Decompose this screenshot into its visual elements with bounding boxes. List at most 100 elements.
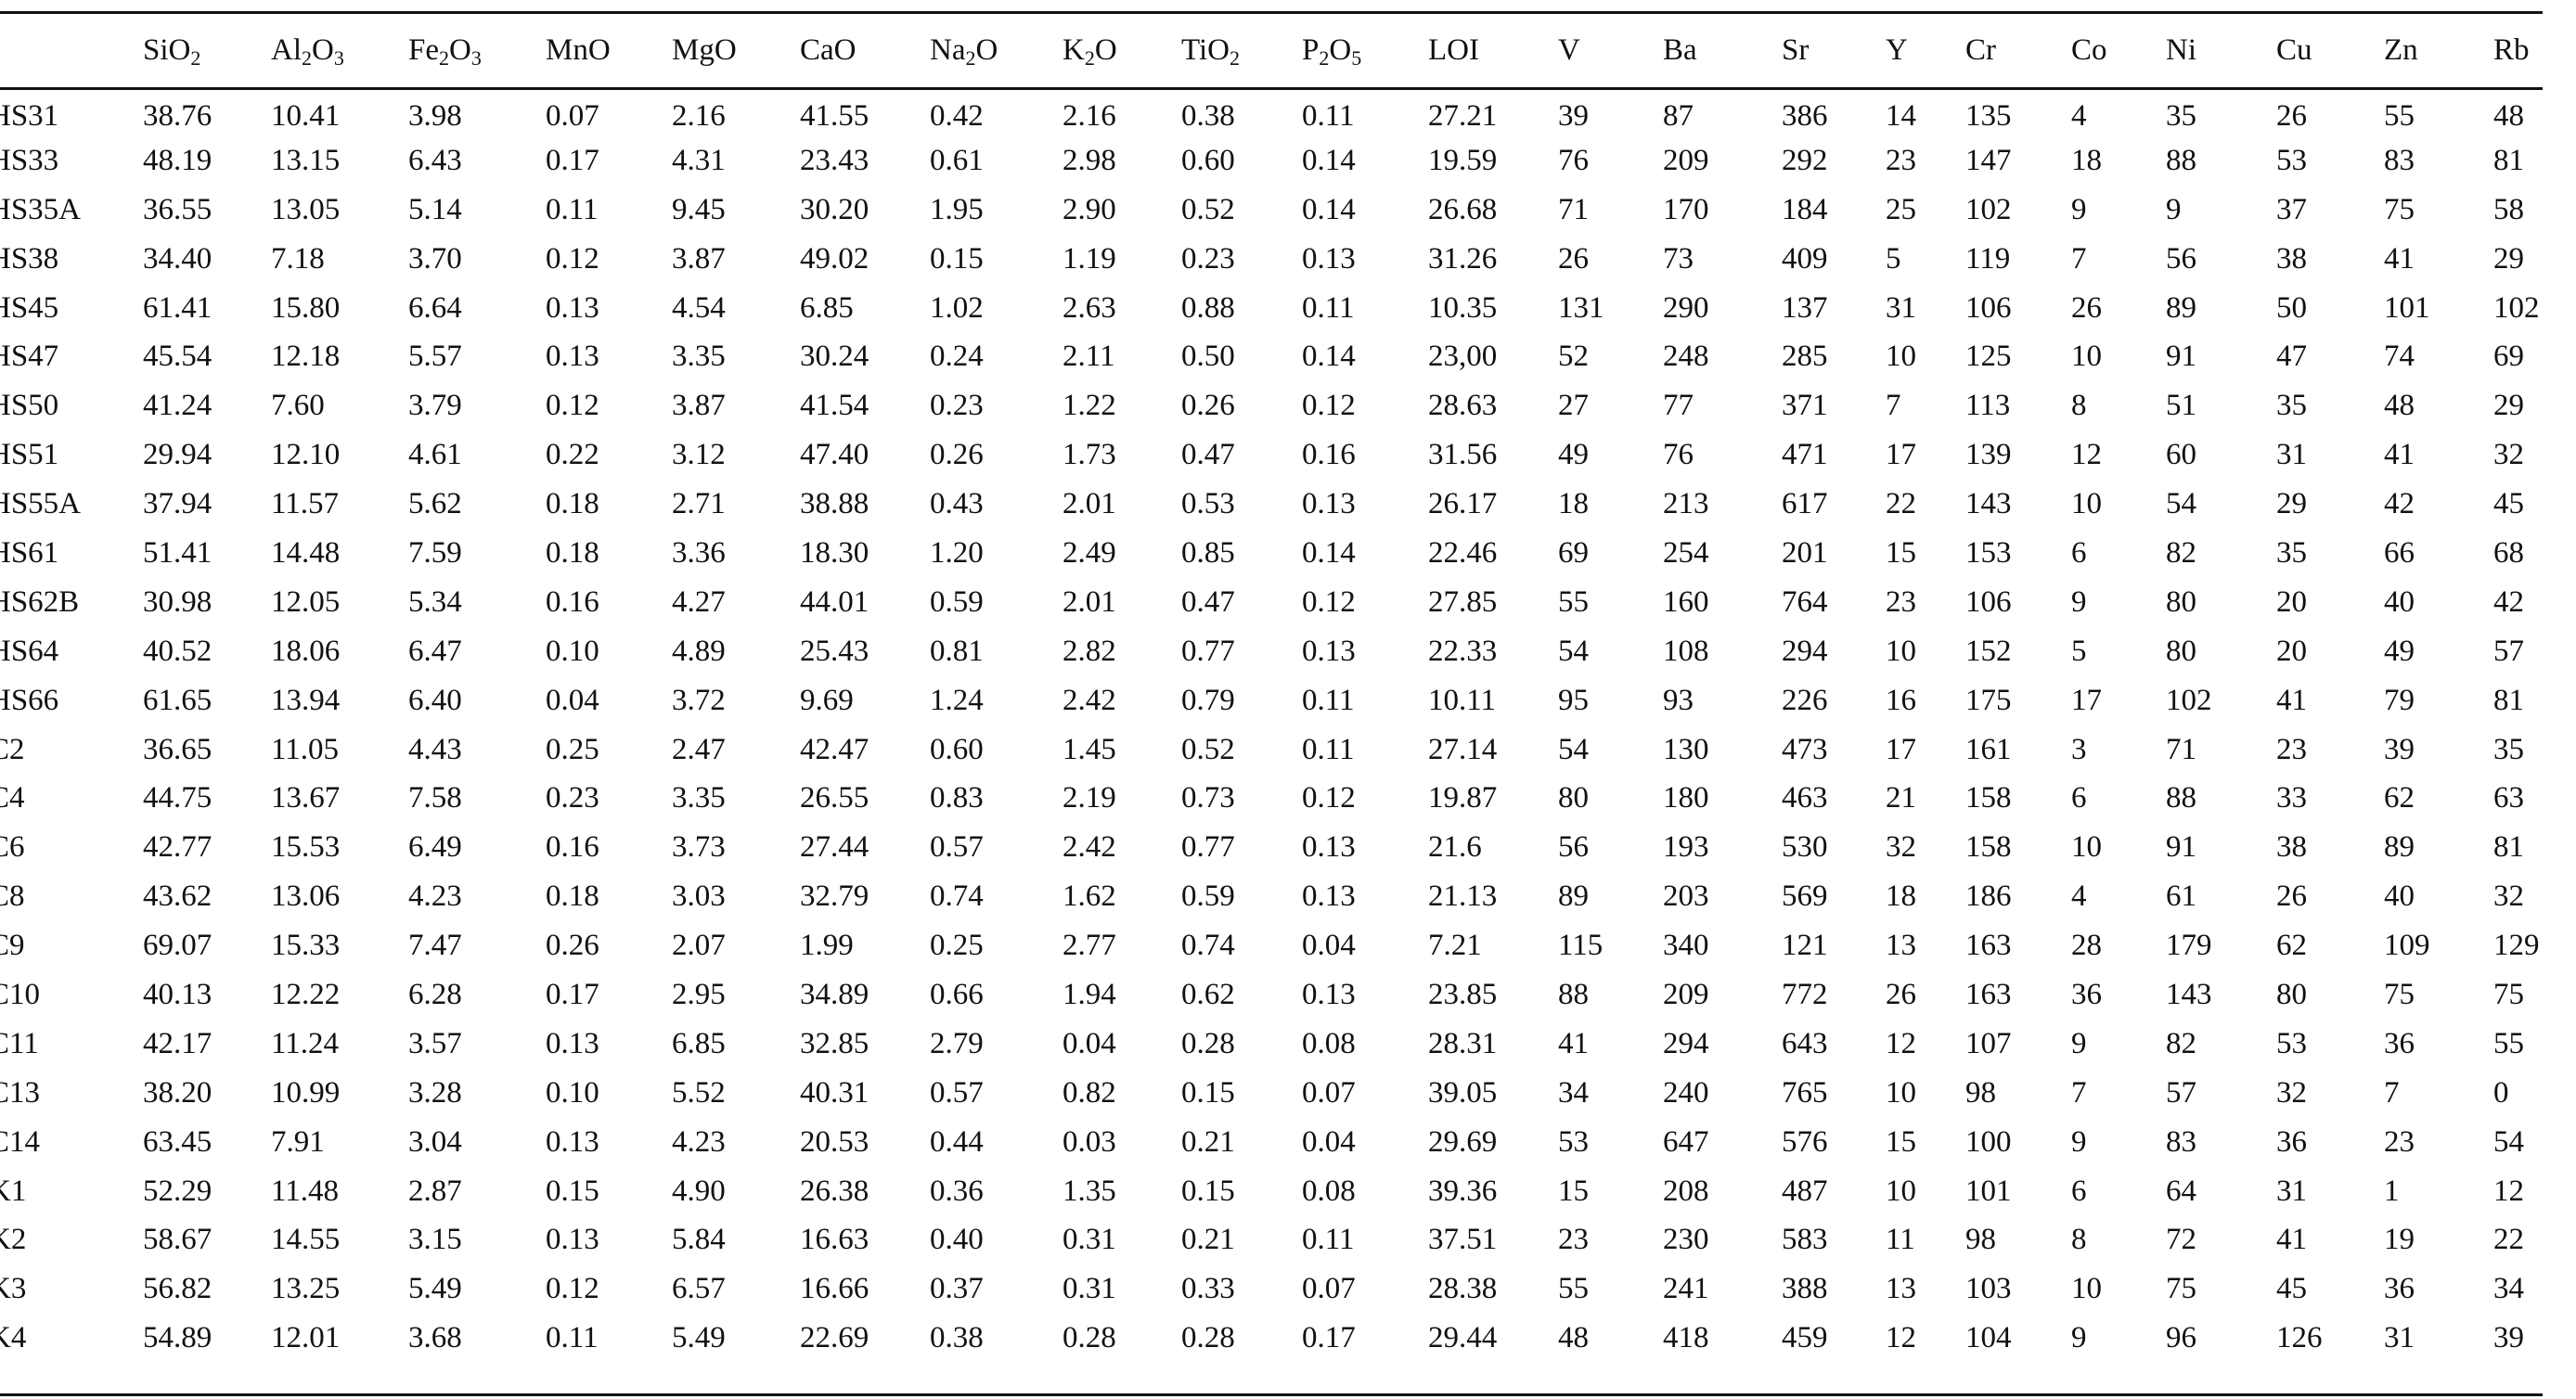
value-cell-cu: 31	[2276, 438, 2307, 472]
value-cell-mno: 0.11	[546, 192, 599, 226]
value-cell-al2o3: 14.55	[271, 1223, 341, 1257]
value-cell-ni: 83	[2166, 1124, 2196, 1159]
sample-id-cell: C13	[0, 1075, 41, 1110]
value-cell-zn: 83	[2384, 143, 2415, 177]
value-cell-na2o: 0.15	[930, 241, 984, 276]
value-cell-v: 26	[1558, 241, 1589, 276]
value-cell-zn: 41	[2384, 241, 2415, 276]
value-cell-cao: 41.54	[800, 389, 869, 423]
value-cell-co: 9	[2071, 584, 2087, 619]
value-cell-mgo: 3.03	[672, 879, 726, 914]
value-cell-fe2o3: 7.58	[408, 781, 462, 815]
value-cell-cr: 104	[1965, 1321, 2012, 1355]
sample-id-cell: HS61	[0, 535, 59, 570]
table-row: HS35A 36.55 13.05 5.14 0.11 9.45 30.20 1.95 2.90…	[0, 186, 2543, 235]
table-body: HS31 38.76 10.41 3.98 0.07 2.16 41.55 0.42 2.16 0…	[0, 87, 2543, 1363]
value-cell-loi: 27.85	[1428, 584, 1498, 619]
table-row: HS47 45.54 12.18 5.57 0.13 3.35 30.24 0.24 2.11 0…	[0, 332, 2543, 381]
value-cell-rb: 58	[2493, 192, 2524, 226]
value-cell-co: 10	[2071, 1272, 2102, 1306]
value-cell-rb: 39	[2493, 1321, 2524, 1355]
value-cell-mno: 0.13	[546, 1026, 599, 1060]
value-cell-y: 17	[1886, 732, 1916, 766]
table-row: C2 36.65 11.05 4.43 0.25 2.47 42.47 0.60 1.45 0.5…	[0, 725, 2543, 775]
sample-id-cell: K3	[0, 1272, 27, 1306]
value-cell-mno: 0.12	[546, 389, 599, 423]
value-cell-zn: 74	[2384, 340, 2415, 374]
value-cell-cu: 45	[2276, 1272, 2307, 1306]
value-cell-tio2: 0.28	[1181, 1321, 1235, 1355]
value-cell-ni: 82	[2166, 535, 2196, 570]
value-cell-sr: 409	[1782, 241, 1828, 276]
value-cell-ni: 102	[2166, 683, 2212, 717]
value-cell-rb: 69	[2493, 340, 2524, 374]
column-header-co-base: Co	[2071, 33, 2107, 67]
column-header-rb-base: Rb	[2493, 33, 2530, 67]
value-cell-cu: 38	[2276, 241, 2307, 276]
value-cell-v: 53	[1558, 1124, 1589, 1159]
value-cell-mno: 0.26	[546, 929, 599, 963]
value-cell-p2o5: 0.12	[1302, 781, 1356, 815]
value-cell-co: 8	[2071, 1223, 2087, 1257]
value-cell-v: 95	[1558, 683, 1589, 717]
value-cell-sio2: 54.89	[143, 1321, 213, 1355]
sample-id-cell: C2	[0, 732, 25, 766]
value-cell-v: 15	[1558, 1174, 1589, 1208]
value-cell-na2o: 0.37	[930, 1272, 984, 1306]
value-cell-mgo: 2.47	[672, 732, 726, 766]
value-cell-y: 10	[1886, 634, 1916, 668]
value-cell-p2o5: 0.12	[1302, 584, 1356, 619]
table-row: HS45 61.41 15.80 6.64 0.13 4.54 6.85 1.02 2.63 0.…	[0, 284, 2543, 333]
value-cell-loi: 29.44	[1428, 1321, 1498, 1355]
value-cell-k2o: 0.31	[1063, 1272, 1116, 1306]
value-cell-mgo: 6.85	[672, 1026, 726, 1060]
value-cell-mgo: 4.89	[672, 634, 726, 668]
value-cell-fe2o3: 5.57	[408, 340, 462, 374]
column-header-cu: Cu	[2276, 14, 2384, 87]
value-cell-cao: 30.20	[800, 192, 869, 226]
value-cell-p2o5: 0.08	[1302, 1174, 1356, 1208]
value-cell-cu: 20	[2276, 584, 2307, 619]
value-cell-sio2: 30.98	[143, 584, 213, 619]
value-cell-tio2: 0.88	[1181, 290, 1235, 325]
value-cell-rb: 63	[2493, 781, 2524, 815]
value-cell-y: 13	[1886, 929, 1916, 963]
value-cell-na2o: 0.42	[930, 98, 984, 133]
value-cell-fe2o3: 2.87	[408, 1174, 462, 1208]
value-cell-mno: 0.13	[546, 1124, 599, 1159]
value-cell-ba: 193	[1663, 830, 1709, 865]
value-cell-tio2: 0.38	[1181, 98, 1235, 133]
value-cell-al2o3: 12.10	[271, 438, 341, 472]
value-cell-p2o5: 0.12	[1302, 389, 1356, 423]
column-header-k2o: K2O	[1063, 14, 1181, 87]
value-cell-sr: 184	[1782, 192, 1828, 226]
value-cell-mno: 0.13	[546, 340, 599, 374]
value-cell-loi: 21.13	[1428, 879, 1498, 914]
value-cell-y: 11	[1886, 1223, 1915, 1257]
value-cell-loi: 37.51	[1428, 1223, 1498, 1257]
value-cell-k2o: 1.35	[1063, 1174, 1116, 1208]
value-cell-rb: 68	[2493, 535, 2524, 570]
value-cell-cao: 32.85	[800, 1026, 869, 1060]
value-cell-ni: 71	[2166, 732, 2196, 766]
value-cell-loi: 23,00	[1428, 340, 1498, 374]
value-cell-mgo: 2.07	[672, 929, 726, 963]
value-cell-co: 8	[2071, 389, 2087, 423]
value-cell-p2o5: 0.13	[1302, 879, 1356, 914]
value-cell-mgo: 3.87	[672, 389, 726, 423]
column-header-na2o-sub: 2	[965, 46, 976, 70]
value-cell-na2o: 1.24	[930, 683, 984, 717]
table-row: HS50 41.24 7.60 3.79 0.12 3.87 41.54 0.23 1.22 0.…	[0, 381, 2543, 430]
value-cell-rb: 29	[2493, 389, 2524, 423]
value-cell-y: 13	[1886, 1272, 1916, 1306]
value-cell-ba: 209	[1663, 143, 1709, 177]
value-cell-loi: 28.31	[1428, 1026, 1498, 1060]
value-cell-mno: 0.12	[546, 1272, 599, 1306]
value-cell-k2o: 0.28	[1063, 1321, 1116, 1355]
value-cell-rb: 34	[2493, 1272, 2524, 1306]
value-cell-k2o: 2.63	[1063, 290, 1116, 325]
column-header-k2o-base: K	[1063, 33, 1085, 67]
value-cell-al2o3: 13.05	[271, 192, 341, 226]
value-cell-sr: 137	[1782, 290, 1828, 325]
value-cell-cao: 30.24	[800, 340, 869, 374]
